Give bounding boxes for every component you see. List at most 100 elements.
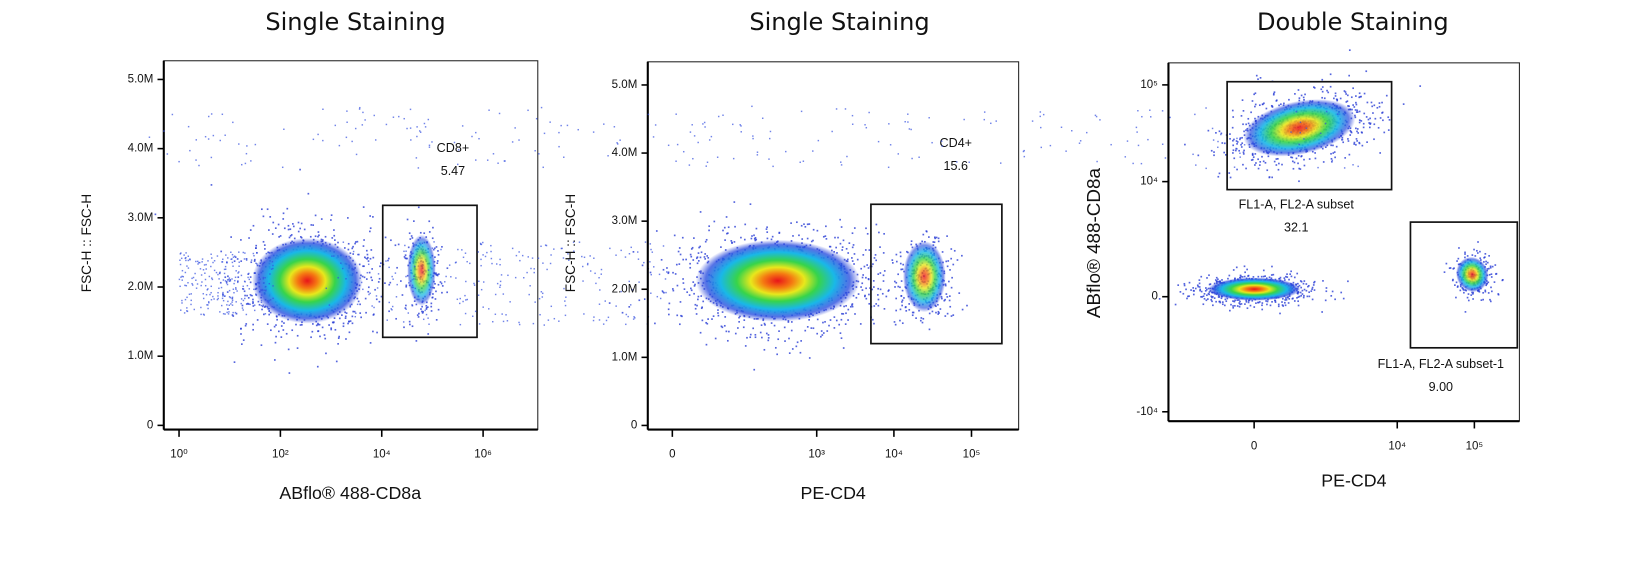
event-dot bbox=[435, 319, 438, 321]
event-dot bbox=[348, 255, 350, 258]
event-dot bbox=[427, 333, 430, 335]
event-dot bbox=[411, 304, 413, 306]
event-dot bbox=[1298, 295, 1301, 298]
event-dot bbox=[1249, 304, 1252, 307]
event-dot bbox=[271, 260, 274, 263]
event-dot bbox=[1308, 291, 1310, 294]
event-dot bbox=[732, 123, 734, 126]
event-dot bbox=[1305, 289, 1308, 292]
event-dot bbox=[946, 235, 948, 237]
event-dot bbox=[374, 288, 376, 291]
event-dot bbox=[582, 280, 584, 282]
event-dot bbox=[649, 243, 652, 245]
event-dot bbox=[773, 324, 776, 327]
event-dot bbox=[616, 143, 619, 145]
event-dot bbox=[628, 306, 631, 308]
event-dot bbox=[187, 282, 189, 284]
event-dot bbox=[1358, 121, 1361, 124]
event-dot bbox=[1136, 131, 1138, 133]
event-dot bbox=[752, 327, 755, 330]
event-dot bbox=[281, 320, 283, 323]
event-dot bbox=[196, 260, 199, 263]
event-dot bbox=[753, 368, 756, 371]
event-dot bbox=[1223, 142, 1226, 145]
event-dot bbox=[405, 304, 407, 307]
event-dot bbox=[296, 334, 299, 337]
event-dot bbox=[1254, 153, 1257, 155]
event-dot bbox=[820, 330, 823, 332]
event-dot bbox=[1238, 302, 1241, 304]
event-dot bbox=[867, 267, 870, 269]
event-dot bbox=[746, 336, 748, 339]
event-dot bbox=[372, 256, 375, 259]
event-dot bbox=[869, 287, 871, 289]
event-dot bbox=[183, 254, 185, 256]
event-dot bbox=[843, 305, 845, 308]
event-dot bbox=[1345, 101, 1348, 103]
event-dot bbox=[430, 305, 433, 308]
event-dot bbox=[1356, 130, 1358, 133]
event-dot bbox=[795, 345, 798, 348]
event-dot bbox=[1367, 118, 1370, 121]
event-dot bbox=[878, 231, 880, 234]
event-dot bbox=[299, 324, 302, 326]
event-dot bbox=[180, 309, 182, 311]
event-dot bbox=[1291, 297, 1294, 300]
event-dot bbox=[806, 326, 809, 328]
event-dot bbox=[491, 262, 493, 265]
event-dot bbox=[1208, 291, 1211, 293]
event-dot bbox=[435, 290, 437, 293]
event-dot bbox=[413, 265, 416, 268]
event-dot bbox=[407, 246, 410, 249]
event-dot bbox=[413, 278, 415, 280]
event-dot bbox=[766, 226, 768, 229]
event-dot bbox=[754, 236, 757, 239]
event-dot bbox=[411, 325, 414, 328]
gate-name: CD4+ bbox=[940, 136, 972, 150]
event-dot bbox=[1217, 278, 1219, 281]
event-dot bbox=[359, 312, 362, 314]
event-dot bbox=[1455, 281, 1458, 284]
event-dot bbox=[1236, 305, 1239, 307]
event-dot bbox=[270, 268, 273, 270]
event-dot bbox=[1295, 157, 1298, 160]
event-dot bbox=[812, 327, 815, 330]
event-dot bbox=[529, 285, 531, 287]
event-dot bbox=[633, 316, 635, 318]
event-dot bbox=[744, 345, 747, 347]
event-dot bbox=[1290, 275, 1293, 278]
event-dot bbox=[1464, 289, 1467, 291]
event-dot bbox=[661, 290, 664, 292]
event-dot bbox=[1456, 260, 1458, 262]
event-dot bbox=[899, 319, 901, 322]
event-dot bbox=[891, 259, 894, 261]
event-dot bbox=[416, 135, 418, 138]
event-dot bbox=[1262, 269, 1265, 272]
event-dot bbox=[1232, 116, 1235, 118]
event-dot bbox=[439, 281, 442, 283]
event-dot bbox=[475, 131, 477, 134]
event-dot bbox=[824, 235, 827, 237]
event-dot bbox=[565, 296, 567, 298]
event-dot bbox=[258, 286, 261, 288]
event-dot bbox=[246, 145, 248, 147]
event-dot bbox=[422, 310, 425, 313]
event-dot bbox=[287, 348, 290, 351]
event-dot bbox=[232, 288, 235, 290]
event-dot bbox=[812, 150, 814, 152]
event-dot bbox=[180, 257, 183, 260]
event-dot bbox=[825, 225, 827, 228]
event-dot bbox=[421, 310, 423, 313]
event-dot bbox=[726, 339, 729, 342]
event-dot bbox=[900, 268, 903, 271]
event-dot bbox=[717, 309, 719, 311]
event-dot bbox=[1334, 95, 1337, 97]
event-dot bbox=[839, 218, 841, 221]
event-dot bbox=[937, 303, 939, 306]
event-dot bbox=[1285, 297, 1287, 299]
event-dot bbox=[1321, 78, 1324, 81]
event-dot bbox=[791, 348, 794, 350]
event-dot bbox=[1290, 156, 1292, 159]
event-dot bbox=[345, 278, 347, 280]
x-tick-label: 10⁰ bbox=[170, 449, 188, 461]
